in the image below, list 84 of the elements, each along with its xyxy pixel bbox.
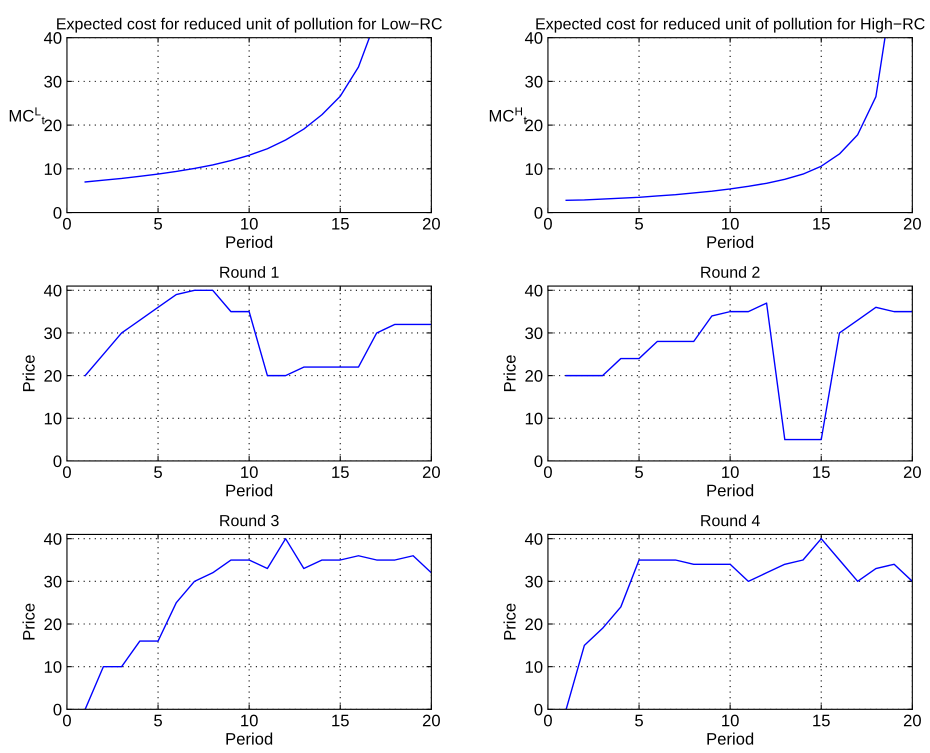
y-tick-label: 20 [44,120,62,132]
y-tick-label: 30 [525,327,542,340]
y-tick-label: 0 [534,704,542,716]
x-tick-label: 10 [722,714,739,726]
y-tick-label: 0 [534,455,542,468]
x-tick-label: 20 [422,714,440,726]
x-tick-label: 20 [904,466,921,478]
x-tick-label: 20 [422,466,440,478]
x-tick-label: 0 [62,466,71,478]
line-series [84,538,432,710]
y-tick-label: 10 [44,661,62,673]
x-tick-label: 5 [635,218,643,230]
x-tick-label: 5 [635,466,643,478]
y-tick-label: 20 [44,370,62,382]
y-tick-label: 30 [44,327,62,340]
x-tick-label: 10 [241,714,258,726]
y-tick-label: 0 [534,206,542,219]
y-tick-label: 0 [53,206,62,219]
y-axis-title: Price [503,604,516,640]
y-tick-label: 40 [44,32,62,44]
y-tick-label: 40 [524,32,542,44]
y-tick-label: 10 [526,163,542,176]
x-tick-label: 15 [332,218,349,230]
chart-title: Round 4 [701,514,760,526]
chart-title: Expected cost for reduced unit of pollution for Low−RC [57,18,442,33]
y-axis-title: Price [22,355,35,392]
line-series [84,290,432,376]
y-tick-label: 10 [44,163,62,176]
chart-title: Round 2 [701,266,760,278]
x-tick-label: 20 [904,218,921,230]
y-tick-label: 40 [44,284,62,296]
y-tick-label: 10 [526,412,542,424]
x-tick-label: 20 [422,218,440,230]
y-axis-title: Price [503,355,516,392]
x-tick-label: 5 [635,714,643,726]
x-axis-title: Period [226,484,272,496]
x-tick-label: 15 [332,714,349,726]
y-tick-label: 40 [524,533,542,545]
x-axis-title: Period [707,732,754,745]
y-tick-label: 10 [526,661,542,673]
line-series [565,538,912,710]
x-axis-title: Period [226,732,272,745]
x-axis-title: Period [226,236,272,248]
x-tick-label: 15 [332,466,349,478]
y-tick-label: 20 [525,618,542,630]
y-axis-title: MC$^{H}$$_{t}$ [490,107,527,124]
chart-title: Round 1 [220,266,279,278]
x-tick-label: 0 [62,218,71,230]
y-tick-label: 30 [525,576,542,588]
x-tick-label: 0 [544,218,552,230]
y-tick-label: 30 [44,576,62,588]
x-tick-label: 0 [544,466,552,478]
y-tick-label: 20 [525,120,542,132]
x-tick-label: 0 [62,714,71,726]
line-series [565,302,912,440]
x-tick-label: 5 [154,466,162,478]
x-tick-label: 10 [241,466,258,478]
y-tick-label: 20 [525,370,542,382]
x-axis-title: Period [707,484,754,496]
chart-title: Expected cost for reduced unit of pollution for High−RC [536,18,925,33]
y-axis-title: Price [22,604,35,640]
line-series [84,38,370,183]
y-axis-title: MC$^{L}$$_{t}$ [10,107,45,124]
x-tick-label: 10 [241,218,258,230]
x-tick-label: 15 [813,218,830,230]
y-tick-label: 0 [53,704,62,716]
x-tick-label: 10 [722,466,739,478]
y-tick-label: 40 [524,284,542,296]
y-tick-label: 0 [53,455,62,468]
x-tick-label: 10 [722,218,739,230]
y-tick-label: 30 [44,76,62,88]
x-axis-title: Period [707,236,754,248]
x-tick-label: 15 [813,714,830,726]
y-tick-label: 20 [44,618,62,630]
x-tick-label: 15 [813,466,830,478]
y-tick-label: 30 [525,76,542,88]
y-tick-label: 40 [44,533,62,545]
y-tick-label: 10 [44,412,62,424]
x-tick-label: 5 [154,714,162,726]
line-series [565,38,886,202]
x-tick-label: 20 [904,714,921,726]
chart-title: Round 3 [220,514,279,526]
x-tick-label: 5 [154,218,162,230]
x-tick-label: 0 [544,714,552,726]
